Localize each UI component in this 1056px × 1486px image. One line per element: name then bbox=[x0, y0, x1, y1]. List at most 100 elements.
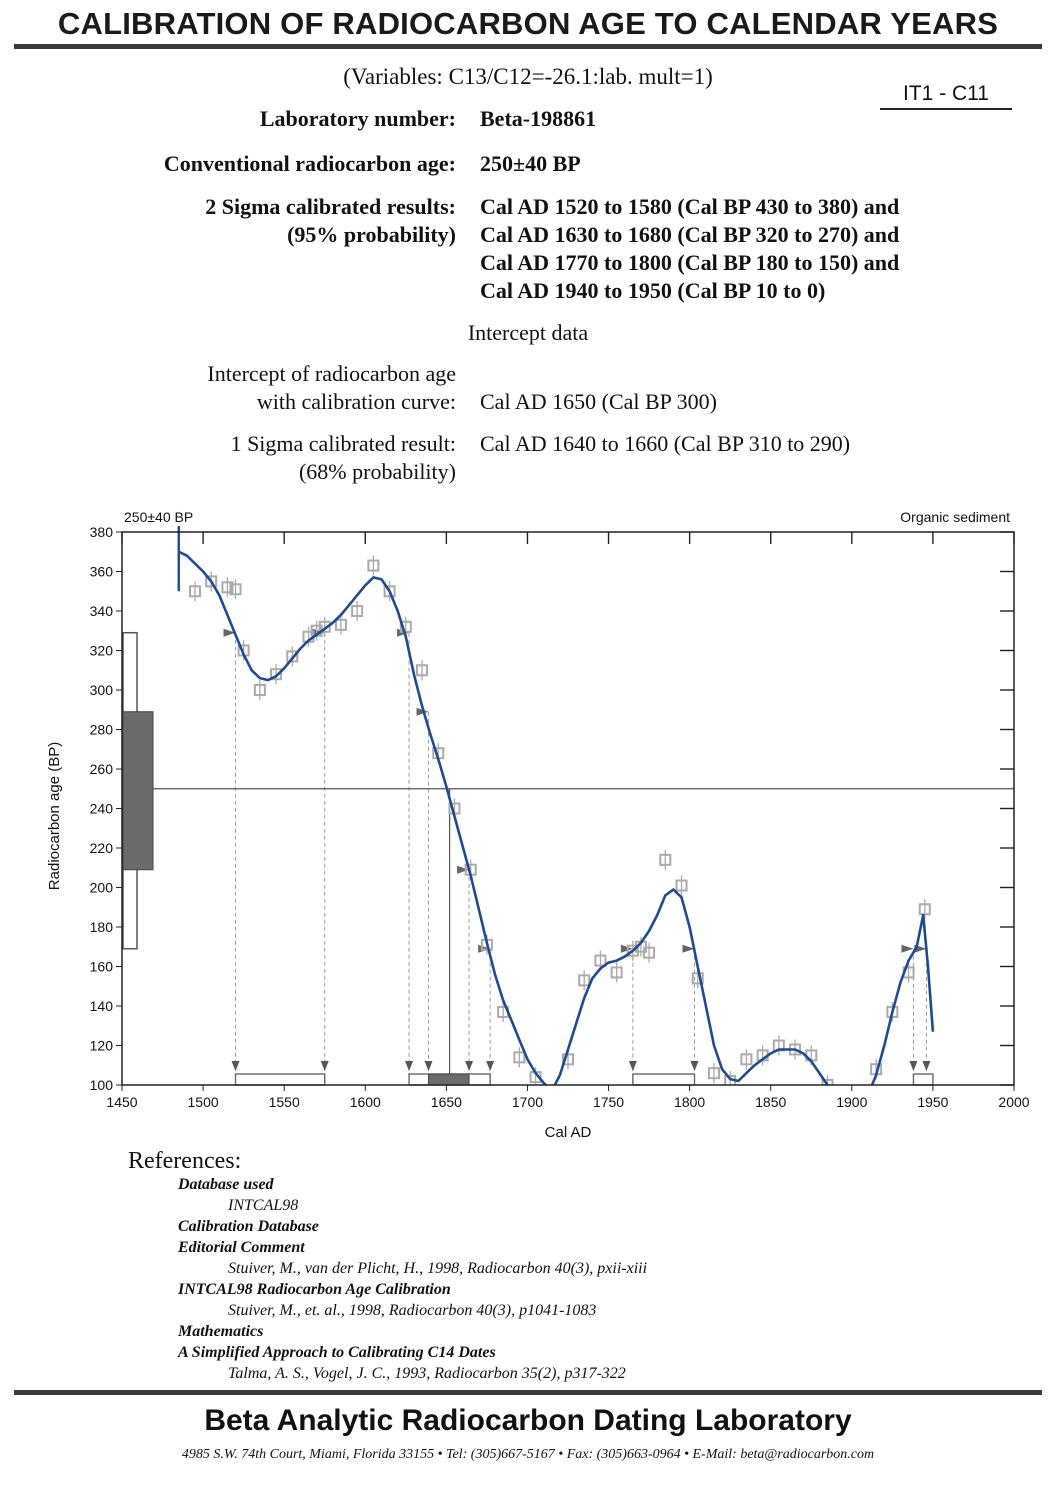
x-tick-label: 1900 bbox=[836, 1094, 867, 1110]
y-tick-label: 200 bbox=[90, 880, 114, 896]
data-point bbox=[416, 664, 429, 677]
chart-title-right: Organic sediment bbox=[900, 509, 1010, 525]
one-sigma-value: Cal AD 1640 to 1660 (Cal BP 310 to 290) bbox=[480, 431, 851, 456]
ref-intcal98-calibration: INTCAL98 Radiocarbon Age Calibration bbox=[178, 1281, 451, 1298]
data-point bbox=[675, 879, 688, 892]
range-arrow-marker bbox=[405, 1061, 414, 1071]
data-point bbox=[205, 575, 218, 588]
y-tick-label: 280 bbox=[90, 722, 114, 738]
x-tick-label: 1600 bbox=[350, 1094, 381, 1110]
y-tick-label: 300 bbox=[90, 682, 114, 698]
x-tick-label: 1950 bbox=[917, 1094, 948, 1110]
intercept-value: Cal AD 1650 (Cal BP 300) bbox=[480, 389, 717, 414]
data-point bbox=[578, 974, 591, 987]
data-point bbox=[367, 559, 380, 572]
data-point bbox=[383, 585, 396, 598]
data-point bbox=[399, 620, 412, 633]
y-tick-label: 220 bbox=[90, 840, 114, 856]
range-arrow-marker bbox=[922, 1061, 931, 1071]
range-arrow-marker bbox=[231, 1061, 240, 1071]
plot-frame bbox=[121, 531, 1015, 1086]
y-tick-label: 340 bbox=[90, 603, 114, 619]
x-tick-label: 2000 bbox=[998, 1094, 1029, 1110]
x-tick-label: 1450 bbox=[106, 1094, 137, 1110]
ref-talma-vogel: Talma, A. S., Vogel, J. C., 1993, Radioc… bbox=[228, 1365, 626, 1382]
y-tick-label: 160 bbox=[90, 959, 114, 975]
calibration-curve bbox=[178, 550, 935, 1085]
conventional-age-label: Conventional radiocarbon age: bbox=[163, 151, 456, 176]
variables-line: (Variables: C13/C12=-26.1:lab. mult=1) bbox=[343, 64, 713, 89]
y-tick-label: 260 bbox=[90, 761, 114, 777]
data-point bbox=[253, 684, 266, 696]
intercept-label: Intercept of radiocarbon age bbox=[207, 361, 456, 386]
data-point bbox=[229, 583, 242, 596]
references-heading: References: bbox=[128, 1148, 242, 1174]
data-point bbox=[334, 618, 347, 631]
data-point bbox=[691, 972, 704, 985]
x-tick-label: 1850 bbox=[755, 1094, 786, 1110]
intercept-marker bbox=[223, 628, 236, 637]
ref-calibration-database: Calibration Database bbox=[178, 1218, 319, 1235]
ref-simplified-approach: A Simplified Approach to Calibrating C14… bbox=[178, 1344, 496, 1361]
ref-stuiver-etal: Stuiver, M., et. al., 1998, Radiocarbon … bbox=[228, 1302, 597, 1319]
two-sigma-probability-label: (95% probability) bbox=[287, 222, 456, 247]
data-point bbox=[286, 650, 299, 663]
y-axis-label: Radiocarbon age (BP) bbox=[46, 742, 63, 890]
y-tick-label: 140 bbox=[90, 998, 114, 1014]
x-tick-label: 1700 bbox=[512, 1094, 543, 1110]
top-rule bbox=[14, 44, 1042, 49]
data-point bbox=[594, 954, 607, 967]
intercept-marker bbox=[901, 944, 914, 953]
data-point bbox=[221, 581, 234, 594]
two-sigma-result-1: Cal AD 1520 to 1580 (Cal BP 430 to 380) … bbox=[480, 194, 900, 219]
range-arrow-marker bbox=[909, 1061, 918, 1071]
y-tick-label: 100 bbox=[90, 1077, 114, 1093]
x-tick-label: 1500 bbox=[188, 1094, 219, 1110]
data-point bbox=[562, 1053, 574, 1066]
chart-title-left: 250±40 BP bbox=[124, 509, 193, 525]
data-point bbox=[351, 605, 364, 617]
intercept-label-2: with calibration curve: bbox=[256, 389, 456, 414]
range-arrow-marker bbox=[424, 1061, 433, 1071]
data-point bbox=[270, 668, 283, 681]
two-sigma-range-box bbox=[234, 1073, 326, 1086]
one-sigma-label: 1 Sigma calibrated result: bbox=[230, 431, 456, 456]
range-arrow-marker bbox=[690, 1061, 699, 1071]
x-tick-label: 1550 bbox=[269, 1094, 300, 1110]
data-point bbox=[626, 944, 639, 957]
intercept-marker bbox=[457, 865, 470, 874]
x-tick-label: 1800 bbox=[674, 1094, 705, 1110]
lab-number-value: Beta-198861 bbox=[480, 106, 597, 131]
data-point bbox=[610, 966, 623, 979]
data-point bbox=[918, 903, 931, 916]
data-point bbox=[821, 1079, 834, 1085]
one-sigma-probability-label: (68% probability) bbox=[298, 459, 456, 484]
lab-address: 4985 S.W. 74th Court, Miami, Florida 331… bbox=[181, 1447, 875, 1462]
y-tick-label: 320 bbox=[90, 643, 114, 659]
lab-name: Beta Analytic Radiocarbon Dating Laborat… bbox=[204, 1404, 852, 1437]
two-sigma-result-4: Cal AD 1940 to 1950 (Cal BP 10 to 0) bbox=[480, 278, 826, 303]
ref-intcal98: INTCAL98 bbox=[228, 1197, 299, 1214]
y-tick-label: 360 bbox=[90, 564, 114, 580]
two-sigma-result-3: Cal AD 1770 to 1800 (Cal BP 180 to 150) … bbox=[480, 250, 900, 275]
bottom-rule bbox=[14, 1390, 1042, 1395]
page-title: CALIBRATION OF RADIOCARBON AGE TO CALEND… bbox=[57, 6, 999, 41]
two-sigma-result-2: Cal AD 1630 to 1680 (Cal BP 320 to 270) … bbox=[480, 222, 900, 247]
range-arrow-marker bbox=[486, 1061, 495, 1071]
data-point bbox=[707, 1067, 720, 1080]
data-point bbox=[318, 620, 331, 633]
intercept-marker bbox=[682, 944, 695, 953]
y-tick-label: 120 bbox=[90, 1038, 114, 1054]
range-arrow-marker bbox=[465, 1061, 474, 1071]
ref-database-used: Database used bbox=[178, 1176, 274, 1193]
data-point bbox=[659, 853, 672, 866]
range-arrow-marker bbox=[628, 1061, 637, 1071]
data-point bbox=[643, 946, 656, 959]
sample-id: IT1 - C11 bbox=[880, 82, 1012, 110]
data-point bbox=[740, 1053, 753, 1066]
y-tick-label: 380 bbox=[90, 524, 114, 540]
x-tick-label: 1650 bbox=[431, 1094, 462, 1110]
two-sigma-range-box bbox=[632, 1073, 696, 1086]
conventional-age-value: 250±40 BP bbox=[480, 151, 581, 176]
y-tick-label: 180 bbox=[90, 919, 114, 935]
